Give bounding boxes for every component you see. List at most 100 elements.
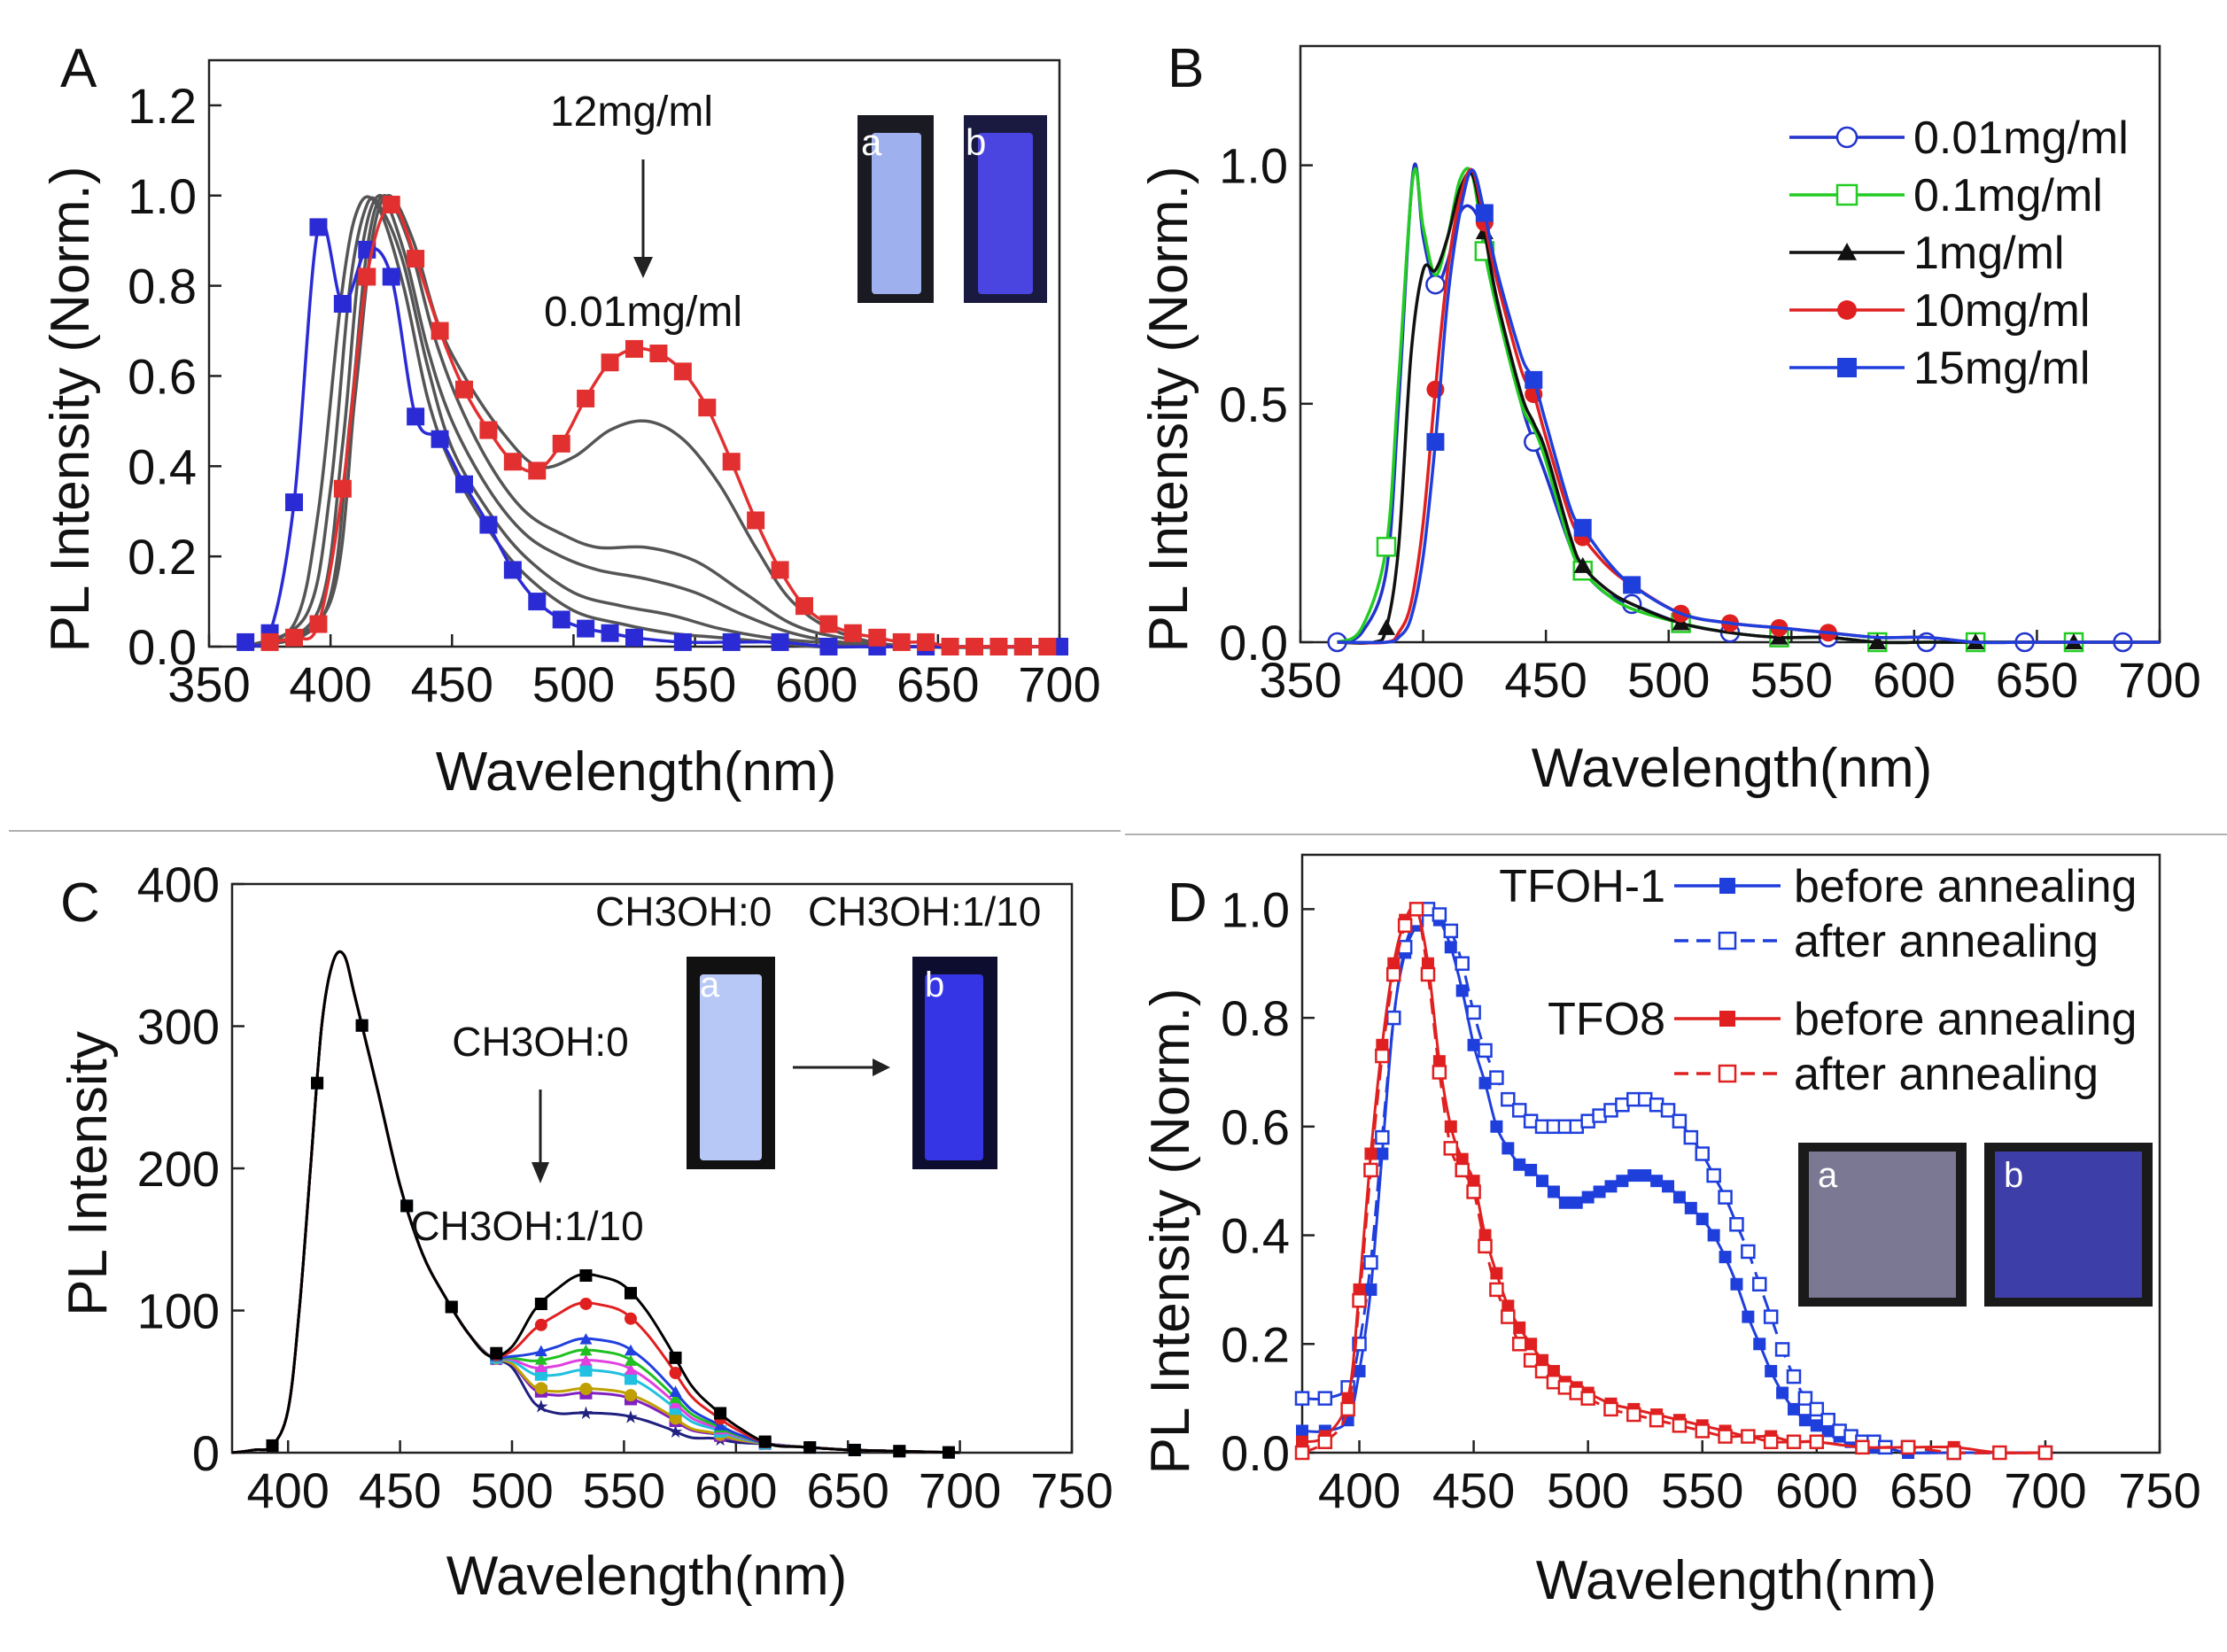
data-point xyxy=(285,493,303,512)
x-tick-label: 700 xyxy=(2004,1462,2086,1518)
data-point xyxy=(1364,1147,1377,1160)
data-point xyxy=(534,1318,547,1331)
legend-entry-label: after annealing xyxy=(1794,916,2099,967)
inset-cuvette-a: a xyxy=(857,115,934,303)
plot-area-a xyxy=(207,58,1068,655)
data-point xyxy=(1821,1424,1835,1438)
data-point xyxy=(1547,1185,1560,1198)
data-point xyxy=(455,475,473,493)
y-tick-label: 0.8 xyxy=(128,259,197,314)
data-point xyxy=(1627,1169,1641,1183)
arrow-down-icon xyxy=(532,1090,549,1183)
legend-label: 15mg/ml xyxy=(1913,343,2090,394)
data-point xyxy=(625,339,643,358)
y-tick-label: 100 xyxy=(137,1284,220,1339)
data-point xyxy=(1501,1142,1515,1155)
legend-marker xyxy=(1718,1064,1737,1083)
y-tick-label: 200 xyxy=(137,1141,220,1197)
data-point xyxy=(1729,1217,1744,1232)
data-point xyxy=(1317,1434,1333,1449)
data-point xyxy=(579,1364,593,1377)
data-point xyxy=(1741,1244,1756,1260)
data-point xyxy=(1547,1364,1560,1377)
data-point xyxy=(1810,1419,1823,1432)
legend-marker xyxy=(1837,300,1857,320)
data-point xyxy=(941,638,959,655)
data-point xyxy=(1695,1423,1710,1439)
data-point xyxy=(1443,923,1459,939)
data-point xyxy=(601,353,619,372)
data-point xyxy=(1352,1292,1367,1308)
data-point xyxy=(1672,1191,1686,1204)
x-tick-label: 650 xyxy=(1889,1462,1972,1518)
data-point xyxy=(479,516,498,534)
data-point xyxy=(1425,274,1446,295)
panel-a: A PL Intensity (Norm.) Wavelength(nm) 0.… xyxy=(40,38,1101,803)
arrow-down-icon xyxy=(633,159,653,278)
y-tick-label: 400 xyxy=(137,857,220,912)
data-point xyxy=(819,615,838,633)
data-point xyxy=(1387,957,1401,970)
legend-label: 0.01mg/ml xyxy=(1913,112,2129,164)
annotation-ch3oh-0: CH3OH:0 xyxy=(452,1019,628,1065)
data-point xyxy=(382,268,400,286)
data-point xyxy=(1475,204,1494,222)
annotation-ch3oh-1-10: CH3OH:1/10 xyxy=(410,1203,643,1249)
data-point xyxy=(1753,1338,1766,1351)
data-point xyxy=(1511,1337,1527,1352)
y-axis-label-a: PL Intensity (Norm.) xyxy=(40,167,101,653)
data-point: ★ xyxy=(533,1397,549,1416)
data-point xyxy=(1626,1407,1641,1423)
x-tick-label: 600 xyxy=(1873,652,1955,708)
data-point xyxy=(1570,1196,1583,1209)
x-tick-label: 400 xyxy=(1382,652,1464,708)
inset-label-d-b: b xyxy=(2004,1156,2023,1195)
data-point xyxy=(528,461,547,480)
legend-group-label: TFOH-1 xyxy=(1499,861,1665,912)
x-tick-label: 600 xyxy=(775,656,857,712)
y-axis-label-c: PL Intensity xyxy=(58,1031,119,1316)
data-point xyxy=(309,615,328,633)
inset-title-c-a: CH3OH:0 xyxy=(595,888,772,935)
data-point xyxy=(1294,1445,1310,1461)
data-point xyxy=(1603,1401,1618,1417)
annotation-12mg: 12mg/ml xyxy=(550,89,713,136)
data-point xyxy=(673,632,692,651)
data-point xyxy=(1511,1103,1527,1118)
data-point xyxy=(1730,1277,1743,1291)
series-line xyxy=(257,194,1060,649)
data-point xyxy=(445,1300,458,1314)
data-point xyxy=(624,1363,637,1375)
inset-label-a: a xyxy=(861,121,882,163)
y-tick-label: 1.0 xyxy=(1219,138,1288,194)
inset-film-a-fill xyxy=(1809,1152,1956,1298)
data-point xyxy=(534,1297,547,1310)
data-point xyxy=(1672,1113,1688,1128)
legend-marker xyxy=(1835,183,1858,206)
data-point xyxy=(1797,1391,1813,1406)
data-point xyxy=(579,1353,593,1366)
inset-cuvette-b-fill xyxy=(978,133,1033,294)
data-point xyxy=(1809,1434,1825,1449)
data-point xyxy=(285,628,303,647)
data-point xyxy=(1536,1353,1549,1367)
data-point xyxy=(843,624,862,642)
data-point xyxy=(528,593,547,611)
y-tick-label: 0.8 xyxy=(1221,990,1290,1046)
y-tick-label: 0.5 xyxy=(1219,376,1288,432)
data-point xyxy=(382,195,400,213)
data-point xyxy=(1523,1353,1539,1368)
x-tick-label: 400 xyxy=(1318,1462,1401,1518)
y-tick-label: 0.0 xyxy=(1219,615,1288,671)
x-tick-label: 450 xyxy=(411,656,493,712)
data-point xyxy=(237,632,255,651)
x-tick-label: 700 xyxy=(1018,656,1100,712)
data-point xyxy=(1376,1147,1389,1160)
inset-cuvette-b: b xyxy=(964,115,1047,303)
data-point xyxy=(1408,902,1424,917)
data-point xyxy=(579,1332,593,1345)
legend-marker xyxy=(1837,243,1857,260)
inset-title-c-b: CH3OH:1/10 xyxy=(808,888,1041,935)
data-point xyxy=(848,1443,861,1456)
legend-b: 0.01mg/ml 0.1mg/ml 1mg/ml 10mg/ml 15mg/ml xyxy=(1789,112,2129,394)
